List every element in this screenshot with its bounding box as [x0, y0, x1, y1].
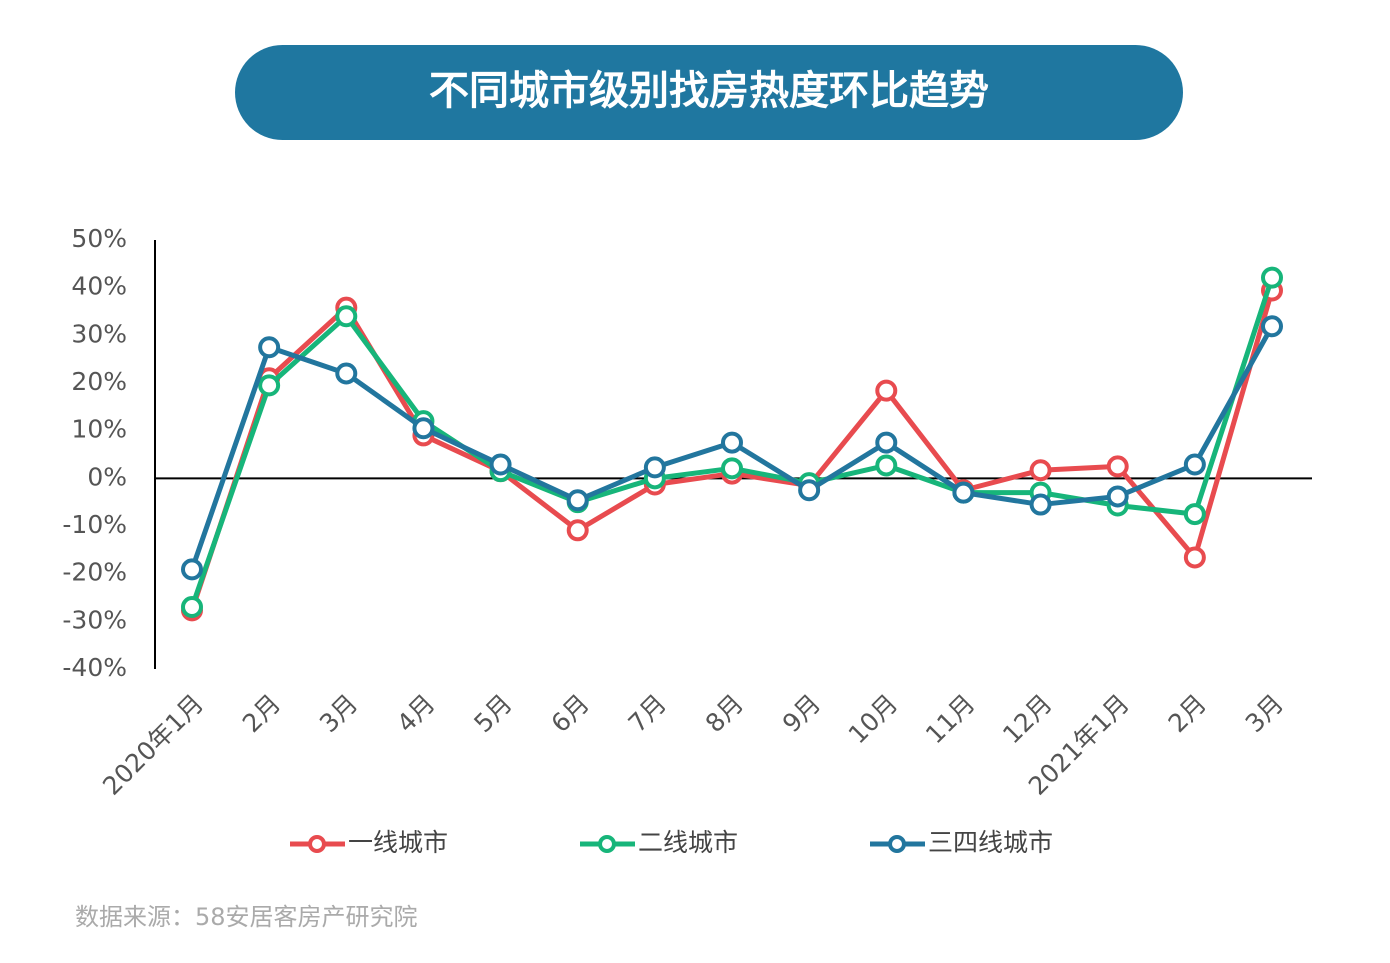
- data-point: [412, 417, 435, 440]
- data-point: [1029, 493, 1052, 516]
- y-tick-label: 50%: [71, 224, 127, 253]
- y-tick-label: -40%: [62, 653, 127, 682]
- data-point: [1106, 455, 1129, 478]
- legend-marker: [308, 835, 326, 853]
- data-point: [952, 481, 975, 504]
- y-tick-label: 0%: [87, 462, 127, 491]
- x-tick-label: 8月: [700, 689, 749, 738]
- y-tick-label: 10%: [71, 415, 127, 444]
- x-tick-label: 11月: [920, 689, 981, 750]
- source-note: 数据来源：58安居客房产研究院: [75, 903, 418, 931]
- data-point: [875, 454, 898, 477]
- data-point: [181, 558, 203, 581]
- x-tick-label: 9月: [777, 689, 826, 738]
- data-point: [1029, 459, 1052, 482]
- data-point: [1261, 315, 1283, 338]
- legend-marker: [888, 835, 906, 853]
- data-point: [721, 457, 743, 480]
- data-point: [1261, 266, 1283, 289]
- x-tick-label: 2月: [1163, 689, 1212, 738]
- data-point: [1183, 503, 1206, 526]
- legend-label: 二线城市: [638, 828, 738, 857]
- y-tick-label: 30%: [71, 319, 127, 348]
- data-point: [1183, 546, 1206, 569]
- data-point: [1183, 453, 1206, 476]
- data-point: [1106, 485, 1129, 508]
- x-tick-label: 7月: [623, 689, 672, 738]
- data-point: [258, 374, 281, 397]
- data-point: [181, 596, 203, 619]
- x-tick-label: 3月: [314, 689, 363, 738]
- data-point: [721, 431, 743, 454]
- data-point: [875, 379, 898, 402]
- x-tick-label: 3月: [1240, 689, 1289, 738]
- y-tick-label: -20%: [62, 558, 127, 587]
- data-point: [566, 519, 589, 542]
- data-point: [335, 362, 358, 385]
- title-pill: [235, 45, 1183, 140]
- x-tick-label: 6月: [545, 689, 594, 738]
- legend-label: 一线城市: [348, 828, 448, 857]
- legend-label: 三四线城市: [928, 828, 1053, 857]
- chart-title: 不同城市级别找房热度环比趋势: [429, 68, 989, 114]
- data-point: [489, 453, 512, 476]
- y-tick-label: -10%: [62, 510, 127, 539]
- data-point: [566, 489, 589, 512]
- data-point: [258, 336, 281, 359]
- y-tick-label: 40%: [71, 272, 127, 301]
- y-tick-label: 20%: [71, 367, 127, 396]
- x-tick-label: 12月: [997, 689, 1058, 750]
- x-tick-label: 2020年1月: [97, 689, 209, 801]
- data-point: [798, 479, 821, 502]
- data-point: [335, 305, 358, 328]
- y-tick-label: -30%: [62, 605, 127, 634]
- x-tick-label: 5月: [468, 689, 517, 738]
- x-tick-label: 2月: [237, 689, 286, 738]
- x-tick-label: 4月: [391, 689, 440, 738]
- x-tick-label: 10月: [843, 689, 904, 750]
- data-point: [643, 456, 666, 479]
- legend-marker: [598, 835, 616, 853]
- data-point: [875, 431, 898, 454]
